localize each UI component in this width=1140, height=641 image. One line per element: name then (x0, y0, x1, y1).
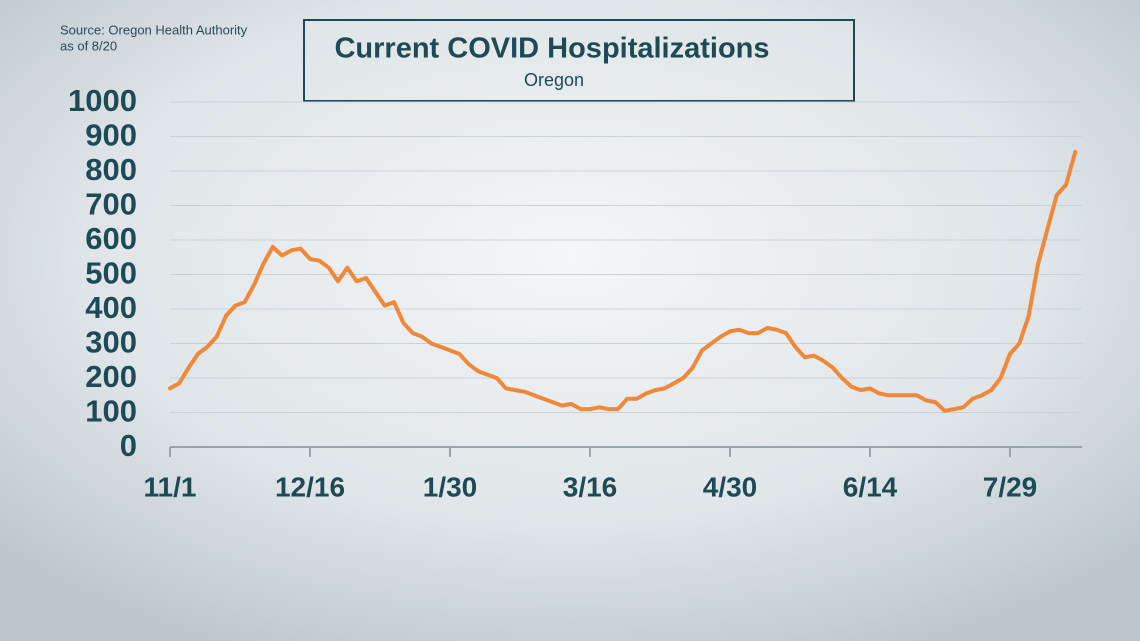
line-series (168, 150, 1078, 413)
chart-title: Current COVID Hospitalizations (334, 33, 769, 65)
x-tick-label: 7/29 (983, 471, 1038, 502)
y-tick-label: 500 (85, 256, 137, 291)
x-tick-label: 11/1 (144, 471, 197, 502)
y-tick-label: 700 (85, 187, 137, 222)
y-tick-label: 900 (85, 118, 137, 153)
title-box (303, 19, 855, 102)
y-tick-label: 200 (85, 359, 137, 394)
chart-subtitle: Oregon (524, 70, 584, 90)
y-tick-label: 800 (85, 152, 137, 187)
y-tick-label: 400 (85, 290, 137, 325)
x-tick-label: 4/30 (703, 471, 758, 502)
x-tick-label: 12/16 (275, 471, 345, 502)
y-tick-label: 300 (85, 325, 137, 360)
y-tick-label: 0 (120, 428, 137, 463)
x-tick-label: 3/16 (563, 471, 618, 502)
x-tick-label: 6/14 (843, 471, 898, 502)
y-tick-label: 600 (85, 221, 137, 256)
source-line: Source: Oregon Health Authority (60, 22, 248, 37)
source-line: as of 8/20 (60, 38, 117, 53)
x-tick-label: 1/30 (423, 471, 478, 502)
y-tick-label: 1000 (68, 83, 137, 118)
y-tick-label: 100 (85, 394, 137, 429)
